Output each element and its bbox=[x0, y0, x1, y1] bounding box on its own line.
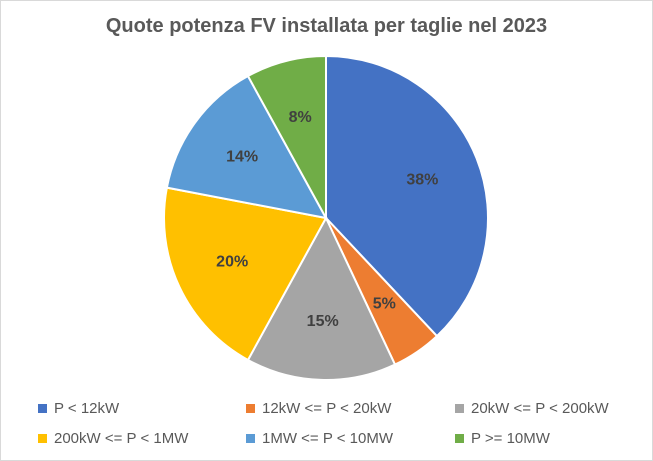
pie-slice-5 bbox=[165, 74, 328, 220]
legend-swatch bbox=[246, 403, 255, 413]
legend-item-6: P >= 10MW bbox=[455, 428, 550, 448]
legend-swatch bbox=[246, 433, 255, 443]
pie-slice-1 bbox=[325, 54, 489, 338]
legend-label: 1MW <= P < 10MW bbox=[262, 429, 394, 447]
legend-label: P >= 10MW bbox=[471, 429, 550, 447]
pie-slice-3 bbox=[246, 215, 397, 381]
legend-label: 20kW <= P < 200kW bbox=[471, 399, 609, 417]
data-label-2: 5% bbox=[373, 295, 396, 312]
pie-slice-4 bbox=[162, 186, 328, 362]
pie-slice-6 bbox=[246, 54, 327, 219]
data-label-3: 15% bbox=[307, 313, 339, 330]
data-label-1: 38% bbox=[406, 171, 438, 188]
legend-item-3: 20kW <= P < 200kW bbox=[455, 398, 609, 418]
legend-item-5: 1MW <= P < 10MW bbox=[246, 428, 393, 448]
legend-item-2: 12kW <= P < 20kW bbox=[246, 398, 391, 418]
legend-swatch bbox=[455, 403, 464, 413]
data-label-5: 14% bbox=[226, 149, 258, 166]
chart-title: Quote potenza FV installata per taglie n… bbox=[105, 15, 548, 37]
legend-label: 200kW <= P < 1MW bbox=[54, 429, 189, 447]
legend-swatch bbox=[38, 433, 47, 443]
legend-label: 12kW <= P < 20kW bbox=[262, 399, 392, 417]
legend-label: P < 12kW bbox=[54, 399, 120, 417]
legend-item-1: P < 12kW bbox=[38, 398, 119, 418]
legend-swatch bbox=[455, 433, 464, 443]
legend-swatch bbox=[38, 403, 47, 413]
legend-item-4: 200kW <= P < 1MW bbox=[38, 428, 188, 448]
data-label-6: 8% bbox=[289, 109, 312, 126]
data-label-4: 20% bbox=[216, 254, 248, 271]
